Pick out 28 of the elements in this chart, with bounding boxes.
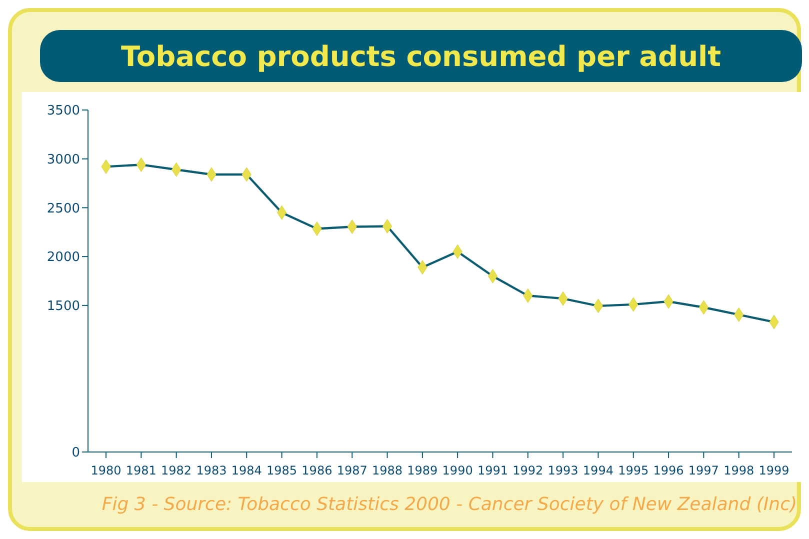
x-tick-label: 1985: [266, 464, 298, 478]
y-tick-label: 2500: [46, 201, 80, 216]
caption: Fig 3 - Source: Tobacco Statistics 2000 - Cancer Society of New Zealand (Inc): [102, 494, 797, 515]
x-tick-label: 1982: [161, 464, 192, 478]
x-tick-label: 1994: [582, 464, 614, 478]
x-tick-label: 1990: [442, 464, 473, 478]
x-tick-label: 1987: [336, 464, 368, 478]
chart-title: Tobacco products consumed per adult: [121, 40, 721, 72]
x-tick-label: 1992: [512, 464, 544, 478]
x-tick-label: 1991: [477, 464, 508, 478]
x-tick-label: 1998: [724, 464, 754, 478]
y-tick-label: 3500: [46, 104, 80, 119]
x-tick-label: 1986: [302, 464, 332, 478]
y-tick-label: 1500: [46, 299, 80, 314]
y-tick-label: 2000: [46, 250, 80, 266]
x-tick-label: 1997: [688, 464, 719, 478]
x-tick-label: 1996: [653, 464, 684, 478]
x-tick-label: 1980: [90, 464, 122, 478]
x-tick-label: 1988: [372, 464, 403, 478]
x-tick-label: 1981: [126, 464, 156, 478]
x-tick-label: 1983: [196, 464, 227, 478]
x-tick-label: 1995: [618, 464, 649, 478]
y-tick-label: 3000: [46, 152, 80, 168]
x-tick-label: 1999: [758, 464, 790, 478]
x-tick-label: 1989: [407, 464, 438, 478]
x-tick-label: 1984: [231, 464, 262, 478]
y-tick-label: 0: [72, 446, 80, 461]
x-tick-label: 1993: [548, 464, 578, 478]
